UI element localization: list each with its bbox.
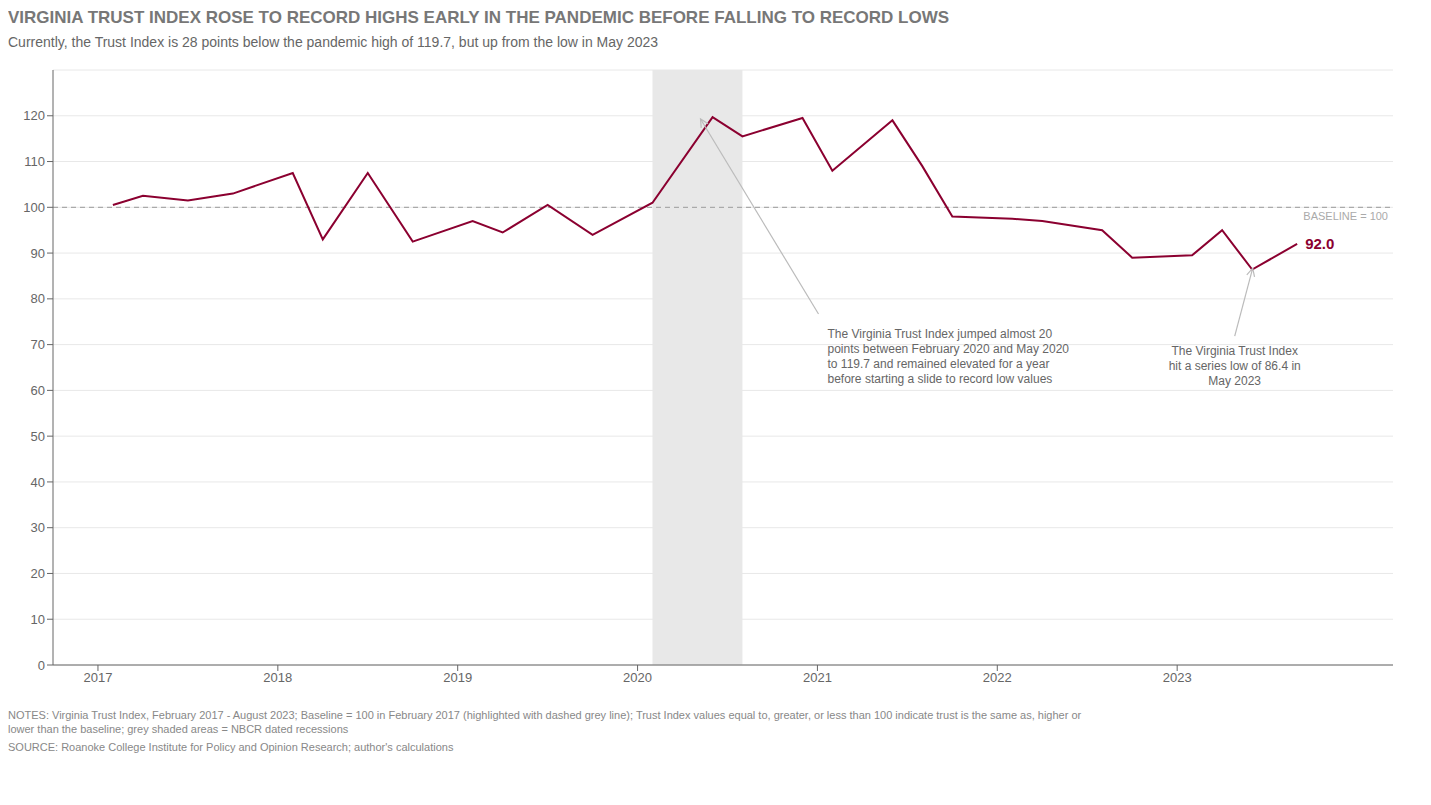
html-text:Currently, the Trust Index is: Currently, the Trust Index is 28 points … [8, 34, 659, 50]
svg-text:110: 110 [24, 154, 45, 169]
svg-text:2022: 2022 [983, 670, 1012, 685]
html-text:VIRGINIA TRUST INDEX ROSE TO R: VIRGINIA TRUST INDEX ROSE TO RECORD HIGH… [8, 8, 950, 27]
svg-text:40: 40 [31, 475, 45, 490]
svg-text:80: 80 [31, 291, 45, 306]
svg-text:90: 90 [31, 246, 45, 261]
svg-text:to 119.7 and remained elevated: to 119.7 and remained elevated for a yea… [828, 357, 1050, 371]
svg-text:100: 100 [23, 200, 45, 215]
svg-text:120: 120 [23, 108, 45, 123]
svg-text:2023: 2023 [1163, 670, 1192, 685]
svg-text:0: 0 [38, 658, 45, 673]
svg-text:2017: 2017 [84, 670, 113, 685]
svg-text:hit a series low of 86.4 in: hit a series low of 86.4 in [1169, 359, 1301, 373]
svg-text:20: 20 [31, 566, 45, 581]
svg-text:2021: 2021 [803, 670, 832, 685]
svg-text:70: 70 [31, 337, 45, 352]
svg-text:The Virginia Trust Index jumpe: The Virginia Trust Index jumped almost 2… [828, 327, 1053, 341]
svg-text:2020: 2020 [623, 670, 652, 685]
svg-text:30: 30 [31, 520, 45, 535]
svg-text:92.0: 92.0 [1305, 235, 1334, 252]
html-text:SOURCE: Roanoke College Instit: SOURCE: Roanoke College Institute for Po… [8, 741, 454, 753]
svg-text:The Virginia Trust Index: The Virginia Trust Index [1171, 344, 1298, 358]
svg-text:2018: 2018 [263, 670, 292, 685]
html-text:lower than the baseline; grey: lower than the baseline; grey shaded are… [8, 723, 349, 735]
svg-text:BASELINE = 100: BASELINE = 100 [1303, 210, 1388, 222]
svg-text:60: 60 [31, 383, 45, 398]
html-text:NOTES: Virginia Trust Index, F: NOTES: Virginia Trust Index, February 20… [8, 709, 1082, 721]
svg-text:50: 50 [31, 429, 45, 444]
svg-text:before starting a slide to rec: before starting a slide to record low va… [828, 372, 1053, 386]
svg-text:points between February 2020 a: points between February 2020 and May 202… [828, 342, 1070, 356]
svg-text:2019: 2019 [443, 670, 472, 685]
svg-text:10: 10 [31, 612, 45, 627]
svg-text:May 2023: May 2023 [1208, 374, 1261, 388]
